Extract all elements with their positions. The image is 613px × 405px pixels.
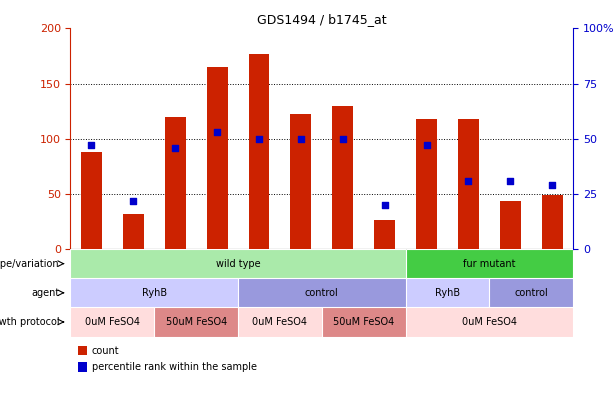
Text: control: control — [514, 288, 548, 298]
Text: 0uM FeSO4: 0uM FeSO4 — [462, 317, 517, 327]
Text: percentile rank within the sample: percentile rank within the sample — [92, 362, 257, 372]
Bar — [291, 115, 311, 249]
Point — [338, 135, 348, 142]
Bar — [78, 346, 87, 355]
Point — [422, 142, 432, 149]
Text: 0uM FeSO4: 0uM FeSO4 — [85, 317, 140, 327]
Text: control: control — [305, 288, 339, 298]
Point — [170, 144, 180, 151]
Text: agent: agent — [31, 288, 59, 298]
Point — [505, 177, 515, 184]
Bar — [416, 119, 437, 249]
Point — [547, 182, 557, 188]
Bar — [542, 195, 563, 249]
Text: RyhB: RyhB — [435, 288, 460, 298]
Bar — [165, 117, 186, 249]
Point — [254, 135, 264, 142]
Text: 0uM FeSO4: 0uM FeSO4 — [253, 317, 308, 327]
Bar — [123, 214, 144, 249]
Point — [380, 202, 390, 208]
Bar — [248, 54, 270, 249]
Bar — [332, 106, 353, 249]
Text: genotype/variation: genotype/variation — [0, 259, 59, 269]
Text: count: count — [92, 346, 120, 356]
Point — [463, 177, 473, 184]
Bar — [78, 362, 87, 372]
Text: 50uM FeSO4: 50uM FeSO4 — [333, 317, 394, 327]
Bar — [458, 119, 479, 249]
Bar — [500, 200, 521, 249]
Point — [86, 142, 96, 149]
Bar — [207, 67, 227, 249]
Point — [129, 197, 139, 204]
Text: RyhB: RyhB — [142, 288, 167, 298]
Bar — [374, 220, 395, 249]
Text: 50uM FeSO4: 50uM FeSO4 — [166, 317, 227, 327]
Title: GDS1494 / b1745_at: GDS1494 / b1745_at — [257, 13, 387, 26]
Point — [212, 129, 222, 135]
Bar — [81, 152, 102, 249]
Text: wild type: wild type — [216, 259, 261, 269]
Text: fur mutant: fur mutant — [463, 259, 516, 269]
Point — [296, 135, 306, 142]
Text: growth protocol: growth protocol — [0, 317, 59, 327]
